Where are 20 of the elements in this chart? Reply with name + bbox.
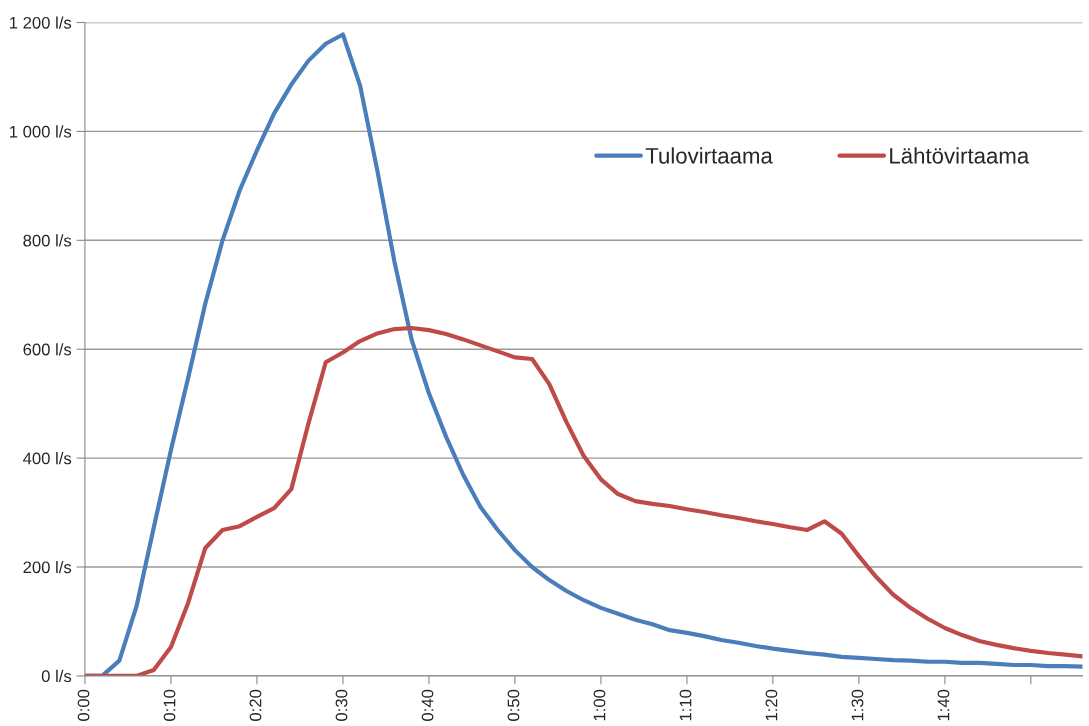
- x-tick-label: 1:30: [851, 689, 864, 721]
- x-tick-label: 1:40: [937, 689, 950, 721]
- x-tick-label: 1:10: [679, 689, 692, 721]
- y-tick-label: 600 l/s: [23, 343, 72, 356]
- y-tick-label: 0 l/s: [41, 669, 72, 683]
- x-tick-label: 1:20: [765, 689, 778, 721]
- y-tick-label: 200 l/s: [23, 560, 72, 574]
- y-tick-label: 1 200 l/s: [10, 16, 72, 29]
- x-tick-label: 0:00: [77, 689, 90, 721]
- x-tick-label: 0:50: [507, 689, 520, 721]
- y-tick-label: 800 l/s: [23, 234, 72, 247]
- x-tick-label: 0:20: [249, 689, 262, 721]
- x-tick-label: 0:30: [335, 689, 348, 721]
- x-tick-label: 0:10: [163, 689, 176, 721]
- legend-label: Lähtövirtaama: [890, 147, 1030, 164]
- legend-label: Tulovirtaama: [645, 147, 773, 164]
- x-tick-label: 1:00: [593, 689, 606, 721]
- y-tick-label: 400 l/s: [23, 452, 72, 465]
- x-tick-label: 0:40: [421, 689, 434, 721]
- y-tick-label: 1 000 l/s: [10, 125, 72, 138]
